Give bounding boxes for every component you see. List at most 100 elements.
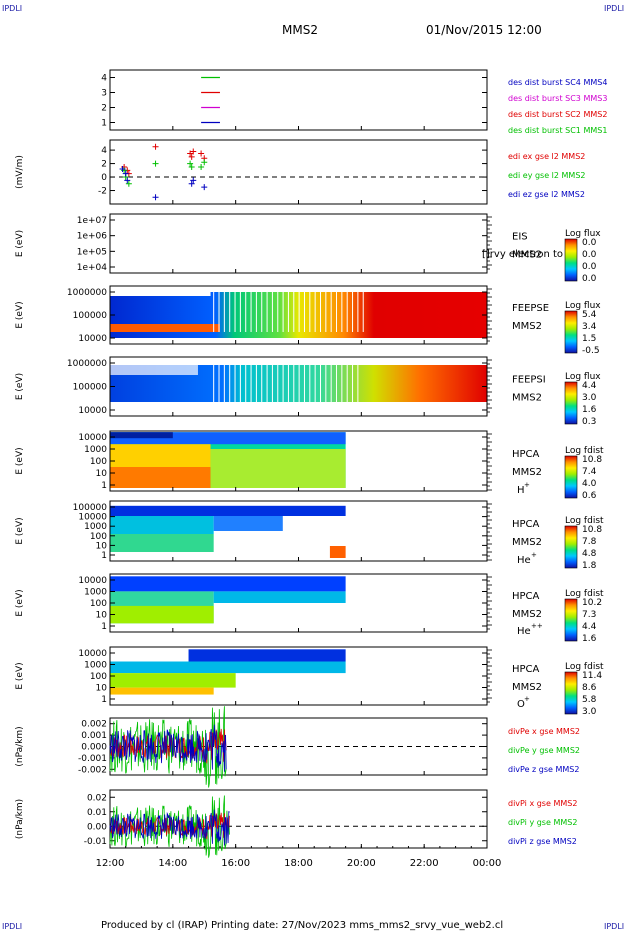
edi-data-point [187,150,194,157]
hpca-he-ytick-label: 1 [101,551,107,561]
hpca-h-species-charge: + [524,481,530,489]
feepsi-spectrogram [110,365,487,402]
time-tick-label: 16:00 [221,858,250,869]
divpi-legend-entry: divPi y gse MMS2 [508,818,577,827]
eis-colorbar-tick: 0.0 [582,250,597,260]
hpca-h-ylabel: E (eV) [15,447,25,474]
feepse-colorbar-title: Log flux [565,301,601,311]
hpca-o-colorbar-title: Log fdist [565,662,604,672]
hpca-flux-band [110,516,214,534]
hpca-flux-band [110,605,214,624]
hpca-he2-ytick-label: 10 [96,611,108,621]
feepse-colorbar-tick: -0.5 [582,346,600,356]
hpca-o-colorbar-tick: 8.6 [582,683,597,693]
hpca-flux-band [110,505,346,516]
hpca-o-ytick-label: 1 [101,695,107,705]
hpca-he2-colorbar-tick: 7.3 [582,610,596,620]
hpca-o-ytick-label: 1000 [84,661,107,671]
edi-ytick-label: -2 [98,187,107,197]
time-tick-label: 20:00 [347,858,376,869]
eis-colorbar-title: Log flux [565,229,601,239]
divpi-ytick-label: 0.01 [87,808,107,818]
feepse-colorbar [564,310,578,354]
feepse-low-energy-band [110,324,220,332]
edi-data-point [152,160,159,167]
hpca-h-ytick-label: 10 [96,469,108,479]
mission-title: MMS2 [282,23,318,37]
eis-ytick-label: 1e+07 [77,216,107,226]
feepsi-colorbar [564,381,578,425]
divpe-series-line [109,724,227,772]
hpca-h-ytick-label: 1 [101,481,107,491]
burst-ytick-label: 1 [101,119,107,129]
divpe-ylabel: (nPa/km) [15,726,25,766]
feepsi-colorbar-tick: 0.3 [582,417,596,427]
hpca-he-ytick-label: 10 [96,541,108,551]
hpca-he-ytick-label: 100000 [73,503,108,513]
corner-mark-bottom-left: IPDLI [2,922,23,931]
feepsi-ytick-label: 10000 [78,406,107,416]
edi-data-point [201,159,208,166]
panel-burst: 1 2 3 4 des dist burst SC4 MMS4 des dist burs… [101,69,607,135]
hpca-he2-colorbar-title: Log fdist [565,589,604,599]
hpca-he2-species-charge: ++ [531,622,543,630]
edi-data-point [125,180,132,187]
hpca-h-instrument-label: HPCA [512,449,540,460]
divpi-ylabel: (nPa/km) [15,799,25,839]
edi-legend-entry: edi ey gse l2 MMS2 [508,171,586,180]
hpca-he-ytick-label: 10000 [78,513,107,523]
edi-data-point [190,177,197,184]
divpe-legend-entry: divPe x gse MMS2 [508,727,580,736]
hpca-he-species-charge: + [531,551,537,559]
hpca-he2-instrument-label: HPCA [512,591,540,602]
burst-legend-entry: des dist burst SC1 MMS1 [508,126,607,135]
divpi-ytick-label: 0.02 [87,793,107,803]
hpca-he2-colorbar [564,598,578,642]
hpca-he2-ytick-label: 10000 [78,576,107,586]
edi-data-point [124,177,131,184]
hpca-h-species-label: H [517,485,525,496]
hpca-o-colorbar-tick: 5.8 [582,695,597,705]
time-tick-label: 00:00 [473,858,502,869]
edi-data-point [188,163,195,170]
hpca-h-colorbar-tick: 10.8 [582,455,602,465]
hpca-o-colorbar-tick: 11.4 [582,671,602,681]
edi-data-point [198,150,205,157]
hpca-he-mission-label: MMS2 [512,537,542,548]
divpi-ytick-label: -0.01 [84,837,107,847]
feepse-mission-label: MMS2 [512,321,542,332]
hpca-he2-colorbar-tick: 1.6 [582,634,597,644]
hpca-flux-band [110,534,214,552]
hpca-o-mission-label: MMS2 [512,682,542,693]
hpca-o-species-charge: + [524,695,530,703]
feepse-colorbar-tick: 1.5 [582,334,596,344]
edi-ytick-label: 2 [101,160,107,170]
feepsi-colorbar-title: Log flux [565,372,601,382]
feepse-top-blank [110,292,211,296]
burst-ytick-label: 3 [101,89,107,99]
hpca-h-ytick-label: 10000 [78,433,107,443]
hpca-flux-band [110,687,214,695]
edi-data-point [198,163,205,170]
time-tick-label: 14:00 [158,858,187,869]
hpca-h-colorbar-tick: 0.6 [582,491,597,501]
hpca-h-colorbar-tick: 4.0 [582,479,597,489]
divpe-ytick-label: 0.000 [81,743,107,753]
hpca-he-colorbar-tick: 1.8 [582,561,597,571]
hpca-flux-band [188,649,346,662]
eis-colorbar-tick: 0.0 [582,274,597,284]
edi-ytick-label: 0 [101,173,107,183]
feepsi-colorbar-tick: 4.4 [582,381,597,391]
edi-legend-entry: edi ez gse l2 MMS2 [508,190,585,199]
divpi-series-line [109,809,230,846]
panel-divpi: 0.02 0.01 0.00 -0.01 (nPa/km) divPi x gse MMS… [15,789,577,858]
hpca-he-instrument-label: HPCA [512,519,540,530]
eis-overlay-text: []rvy electron to [482,249,563,260]
time-tick-label: 12:00 [96,858,125,869]
